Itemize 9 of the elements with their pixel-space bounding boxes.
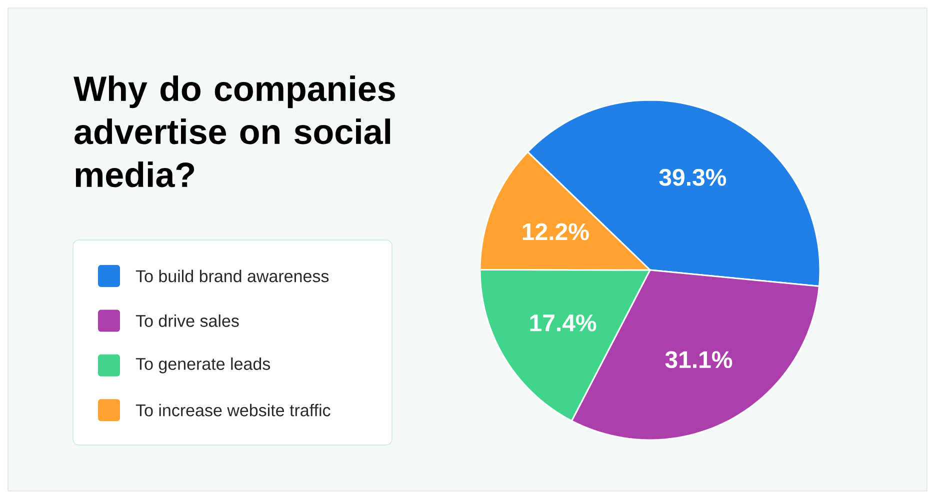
data-label: 39.3% [659, 168, 726, 186]
legend-label: To build brand awareness [136, 270, 329, 282]
legend-label: To drive sales [136, 314, 239, 327]
legend-label: To generate leads [136, 357, 270, 374]
legend-label: To increase website traffic [136, 404, 330, 416]
data-label: 12.2% [522, 223, 589, 240]
chart-title: Why do companies advertise on social media? [74, 76, 395, 188]
data-label: 31.1% [665, 351, 732, 368]
data-label: 17.4% [530, 314, 596, 332]
